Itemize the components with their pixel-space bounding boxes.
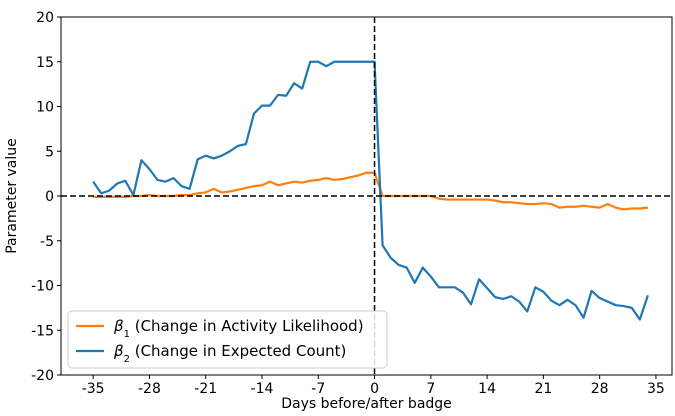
y-tick-label: 0 [45, 189, 54, 205]
x-tick-label: -35 [82, 381, 105, 397]
x-tick-label: 35 [647, 381, 665, 397]
x-tick-label: -28 [138, 381, 161, 397]
x-tick-label: -14 [251, 381, 274, 397]
x-tick-label: 7 [426, 381, 435, 397]
legend-box [67, 310, 388, 369]
y-axis-title: Parameter value [4, 138, 20, 254]
x-tick-label: 28 [591, 381, 609, 397]
x-tick-label: 0 [370, 381, 379, 397]
series-line-1 [93, 171, 649, 211]
x-axis-title: Days before/after badge [281, 396, 452, 412]
legend-label-1: β1 (Change in Activity Likelihood) [113, 317, 364, 340]
y-tick-label: -10 [31, 279, 54, 295]
x-tick-label: -21 [194, 381, 217, 397]
x-tick-label: 21 [534, 381, 552, 397]
x-tick-label: 14 [478, 381, 496, 397]
x-tick-label: -7 [311, 381, 325, 397]
legend-label-2: β2 (Change in Expected Count) [113, 342, 346, 365]
legend: β1 (Change in Activity Likelihood)β2 (Ch… [67, 310, 388, 369]
y-tick-label: 5 [45, 144, 54, 160]
y-tick-label: 10 [36, 100, 54, 116]
y-tick-label: -20 [31, 368, 54, 384]
y-tick-label: 20 [36, 10, 54, 26]
y-tick-label: -5 [40, 234, 54, 250]
series-line-2 [92, 60, 649, 321]
y-tick-label: -15 [31, 323, 54, 339]
y-tick-label: 15 [36, 55, 54, 71]
